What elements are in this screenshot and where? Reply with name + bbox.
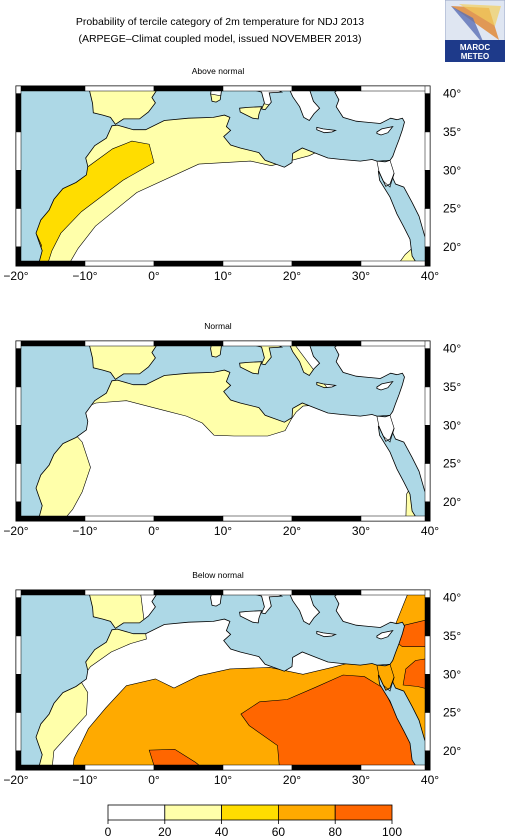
lon-tick-label: 20° [283, 269, 301, 283]
probability-colorbar: 0 20 40 60 80 100 [105, 804, 402, 839]
lon-tick-label: 30° [352, 524, 370, 538]
lon-tick-label: −20° [3, 773, 28, 787]
lon-tick-label: 40° [421, 773, 439, 787]
lat-tick-label: 40° [443, 342, 461, 356]
land-greece [287, 590, 330, 625]
lat-tick-label: 20° [443, 744, 461, 758]
colorbar-tick-label: 60 [272, 825, 286, 839]
map-title-line1: Probability of tercile category of 2m te… [75, 16, 365, 28]
lon-tick-label: −20° [3, 269, 28, 283]
lon-tick-label: 0° [148, 524, 160, 538]
lon-tick-label: 10° [214, 524, 232, 538]
lon-tick-label: 20° [283, 773, 301, 787]
lon-tick-label: 40° [421, 524, 439, 538]
lon-tick-label: 40° [421, 269, 439, 283]
lon-tick-label: 0° [148, 269, 160, 283]
panel-title-above-normal: Above normal [191, 66, 245, 76]
lat-tick-label: 35° [443, 380, 461, 394]
land-cyprus [376, 630, 393, 639]
lat-tick-label: 20° [443, 495, 461, 509]
map-normal: −20° −10° 0° 10° 20° 30° 40° 40° 35° 30° 25° 20° [3, 340, 461, 538]
land-greece [287, 86, 330, 121]
logo-text-maroc: MAROC [460, 43, 490, 52]
colorbar-tick-label: 20 [158, 825, 172, 839]
lon-tick-label: 20° [283, 524, 301, 538]
colorbar-tick-label: 80 [329, 825, 343, 839]
lon-tick-label: 30° [352, 773, 370, 787]
lon-tick-label: −10° [72, 773, 97, 787]
lon-tick-label: 10° [214, 773, 232, 787]
map-below-normal: −20° −10° 0° 10° 20° 30° 40° 40° 35° 30° 25° 20° [3, 589, 461, 787]
colorbar-swatch [107, 804, 166, 821]
lat-tick-label: 25° [443, 202, 461, 216]
lat-tick-label: 40° [443, 591, 461, 605]
colorbar-tick-label: 100 [382, 825, 402, 839]
land-cyprus [376, 381, 393, 390]
lat-tick-label: 25° [443, 457, 461, 471]
colorbar-swatch [277, 804, 336, 821]
colorbar-swatch [164, 804, 223, 821]
lat-tick-label: 35° [443, 125, 461, 139]
land-cyprus [376, 126, 393, 135]
lon-tick-label: −20° [3, 524, 28, 538]
colorbar-tick-label: 0 [105, 825, 112, 839]
land-italy [238, 86, 282, 110]
lon-tick-label: 10° [214, 269, 232, 283]
lat-tick-label: 40° [443, 87, 461, 101]
map-title-line2: (ARPEGE–Climat coupled model, issued NOV… [78, 33, 362, 45]
logo-text-meteo: METEO [461, 52, 489, 61]
lon-tick-label: 0° [148, 773, 160, 787]
contour-60-80-arabia [402, 657, 430, 690]
maroc-meteo-logo: MAROC METEO [445, 0, 505, 62]
land-italy [238, 590, 282, 614]
lat-tick-label: 30° [443, 418, 461, 432]
colorbar-swatch [221, 804, 279, 821]
lat-tick-label: 30° [443, 667, 461, 681]
panel-title-normal: Normal [204, 321, 232, 331]
colorbar-swatch [334, 804, 393, 821]
lat-tick-label: 35° [443, 629, 461, 643]
lat-tick-label: 20° [443, 240, 461, 254]
lon-tick-label: −10° [72, 269, 97, 283]
lat-tick-label: 30° [443, 163, 461, 177]
lon-tick-label: −10° [72, 524, 97, 538]
panel-title-below-normal: Below normal [192, 570, 244, 580]
lon-tick-label: 30° [352, 269, 370, 283]
land-sicily [239, 610, 262, 623]
map-above-normal: −20° −10° 0° 10° 20° 30° 40° 40° 35° 30° 25° 20° [3, 85, 461, 283]
lat-tick-label: 25° [443, 706, 461, 720]
colorbar-tick-label: 40 [215, 825, 229, 839]
